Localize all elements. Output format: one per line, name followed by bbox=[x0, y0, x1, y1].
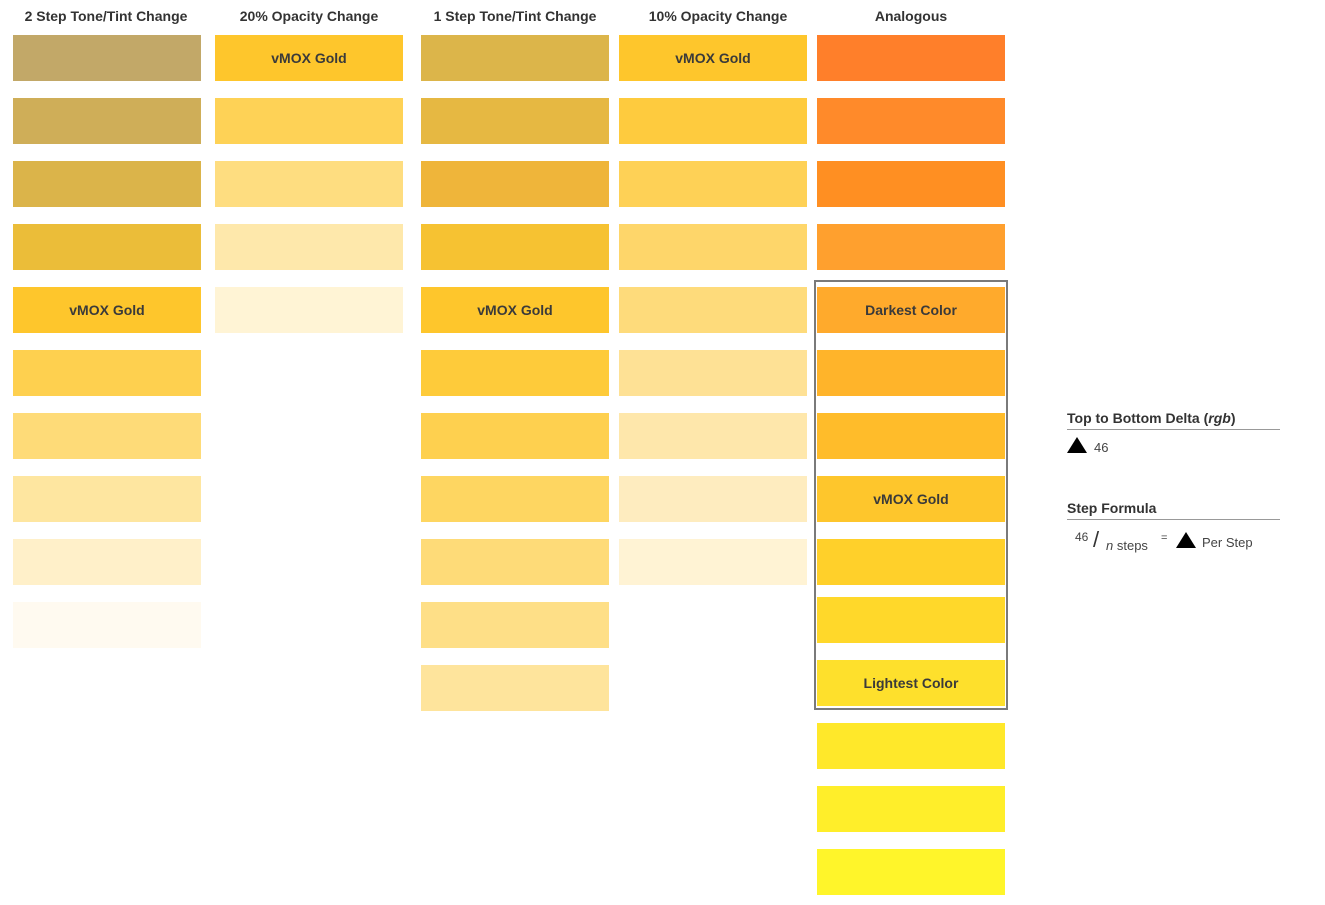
color-swatch: vMOX Gold bbox=[817, 476, 1005, 522]
formula-triangle-icon bbox=[1176, 532, 1196, 548]
color-swatch bbox=[215, 98, 403, 144]
column-title-1-step: 1 Step Tone/Tint Change bbox=[433, 8, 597, 24]
color-swatch bbox=[817, 849, 1005, 895]
color-swatch: vMOX Gold bbox=[421, 287, 609, 333]
column-title-20-opacity: 20% Opacity Change bbox=[239, 8, 379, 24]
color-swatch bbox=[817, 35, 1005, 81]
color-swatch bbox=[13, 161, 201, 207]
color-swatch bbox=[421, 350, 609, 396]
formula-steps-text: steps bbox=[1113, 538, 1148, 553]
color-swatch bbox=[421, 476, 609, 522]
color-swatch bbox=[817, 723, 1005, 769]
color-swatch bbox=[619, 161, 807, 207]
color-swatch bbox=[13, 413, 201, 459]
color-swatch bbox=[619, 413, 807, 459]
color-swatch: vMOX Gold bbox=[13, 287, 201, 333]
color-swatch bbox=[215, 287, 403, 333]
formula-result: Per Step bbox=[1202, 535, 1253, 550]
color-swatch bbox=[421, 665, 609, 711]
formula-numerator: 46 bbox=[1075, 530, 1089, 544]
color-swatch bbox=[215, 161, 403, 207]
color-swatch bbox=[619, 287, 807, 333]
color-swatch bbox=[817, 413, 1005, 459]
color-swatch bbox=[421, 98, 609, 144]
delta-heading-unit: rgb bbox=[1208, 410, 1231, 426]
color-swatch: Lightest Color bbox=[817, 660, 1005, 706]
delta-heading-close: ) bbox=[1230, 410, 1236, 426]
formula-slash: / bbox=[1093, 527, 1100, 552]
color-swatch bbox=[619, 98, 807, 144]
color-swatch bbox=[619, 224, 807, 270]
color-swatch bbox=[817, 786, 1005, 832]
color-swatch bbox=[817, 161, 1005, 207]
color-swatch bbox=[421, 161, 609, 207]
color-swatch bbox=[13, 476, 201, 522]
formula-denominator: n steps bbox=[1106, 538, 1148, 553]
color-swatch bbox=[619, 539, 807, 585]
color-swatch bbox=[421, 35, 609, 81]
color-swatch bbox=[421, 413, 609, 459]
column-title-2-step: 2 Step Tone/Tint Change bbox=[24, 8, 188, 24]
column-title-10-opacity: 10% Opacity Change bbox=[648, 8, 788, 24]
formula-equals: = bbox=[1161, 532, 1168, 544]
color-swatch bbox=[817, 350, 1005, 396]
formula-variable: n bbox=[1106, 538, 1114, 553]
color-swatch bbox=[619, 350, 807, 396]
color-swatch bbox=[13, 350, 201, 396]
column-title-analogous: Analogous bbox=[874, 8, 948, 24]
formula-heading: Step Formula bbox=[1067, 500, 1280, 520]
color-swatch bbox=[13, 98, 201, 144]
color-swatch: vMOX Gold bbox=[215, 35, 403, 81]
delta-value: 46 bbox=[1094, 440, 1109, 455]
delta-triangle-icon bbox=[1067, 437, 1087, 453]
delta-heading-text: Top to Bottom Delta ( bbox=[1067, 410, 1209, 426]
color-swatch bbox=[13, 602, 201, 648]
delta-heading: Top to Bottom Delta (rgb) bbox=[1067, 410, 1280, 430]
color-swatch bbox=[817, 539, 1005, 585]
color-swatch bbox=[13, 35, 201, 81]
color-swatch bbox=[13, 224, 201, 270]
color-swatch bbox=[619, 476, 807, 522]
color-swatch bbox=[817, 597, 1005, 643]
color-swatch bbox=[817, 224, 1005, 270]
color-swatch: Darkest Color bbox=[817, 287, 1005, 333]
color-swatch bbox=[421, 602, 609, 648]
color-swatch: vMOX Gold bbox=[619, 35, 807, 81]
color-swatch bbox=[13, 539, 201, 585]
color-swatch bbox=[421, 224, 609, 270]
color-swatch bbox=[421, 539, 609, 585]
color-swatch bbox=[215, 224, 403, 270]
color-swatch bbox=[817, 98, 1005, 144]
